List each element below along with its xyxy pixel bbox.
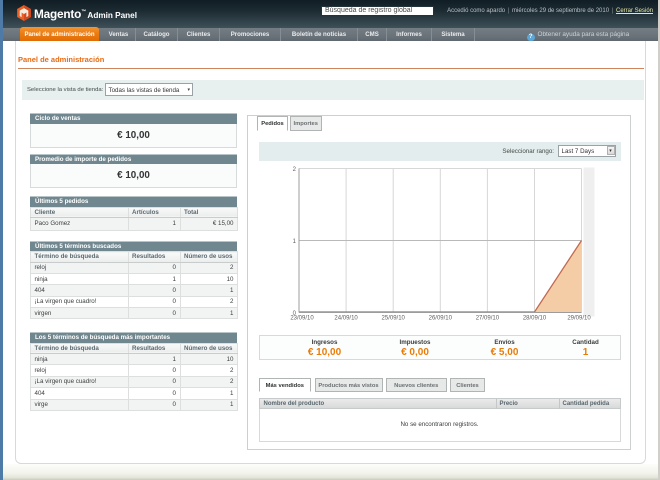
svg-text:25/09/10: 25/09/10	[382, 315, 406, 321]
svg-text:23/09/10: 23/09/10	[290, 315, 314, 321]
svg-text:27/09/10: 27/09/10	[476, 315, 500, 321]
svg-text:29/09/10: 29/09/10	[567, 315, 591, 321]
svg-text:0: 0	[293, 311, 297, 317]
svg-text:26/09/10: 26/09/10	[429, 315, 453, 321]
svg-text:28/09/10: 28/09/10	[523, 315, 547, 321]
svg-text:2: 2	[293, 167, 297, 173]
svg-text:24/09/10: 24/09/10	[334, 315, 358, 321]
svg-text:1: 1	[293, 239, 297, 245]
